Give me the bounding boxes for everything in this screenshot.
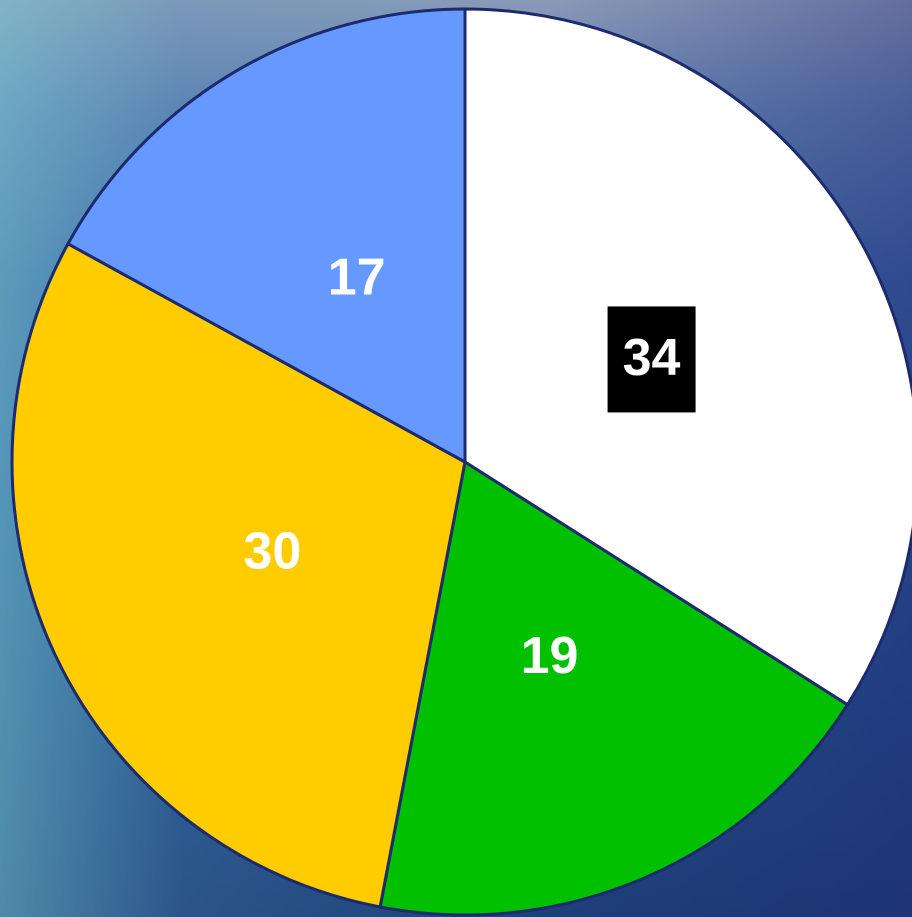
chart: 34 19 30 17 [0,0,912,917]
data-label: 19 [521,627,579,685]
data-label: 30 [243,522,301,580]
data-label: 34 [623,329,681,387]
page: 34193017 (() => { const data = JSON.pars… [0,0,912,917]
data-label: 17 [328,248,386,306]
